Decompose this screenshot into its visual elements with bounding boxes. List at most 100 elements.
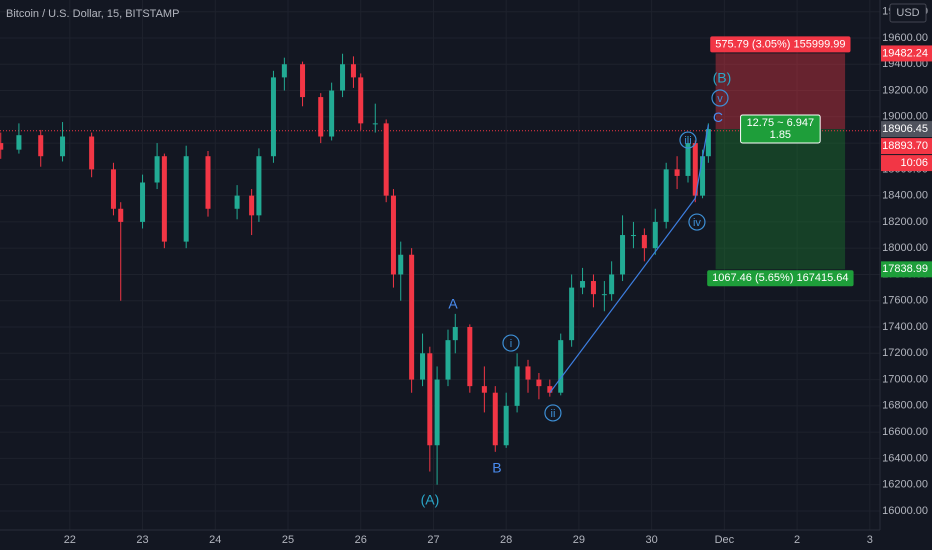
currency-badge[interactable] [889,3,927,23]
candle-body [609,274,615,295]
price-label-bg [881,261,932,278]
candle-body [372,123,378,125]
candle-body [110,169,116,209]
wave-circle [544,404,562,422]
x-tick-label: 24 [209,534,221,546]
position-label: 1.85 [770,129,791,141]
candle-body [620,235,626,275]
candle-body [452,327,458,341]
candle-body [270,77,276,157]
candle-body [674,169,680,176]
candle-body [481,386,487,393]
wave-label: C [713,109,723,125]
candle-body [318,97,324,137]
candle-body [434,379,440,446]
candle-body [705,129,711,157]
wave-circle [711,89,729,107]
x-tick-label: 3 [867,534,873,546]
wave-circle [679,131,697,149]
candle-body [503,405,509,446]
candle-body [652,221,658,249]
wave-label: A [448,296,458,312]
candle-body [525,366,531,380]
candle-body [409,254,415,380]
candle-body [383,123,389,196]
x-tick-label: 22 [64,534,76,546]
candle-body [398,254,404,275]
candle-body [89,136,95,170]
wave-label: B [492,460,501,476]
y-tick-label: 16200.00 [882,479,928,491]
candle-body [685,143,691,176]
candle-body [38,135,44,157]
y-tick-label: 16800.00 [882,400,928,412]
y-tick-label: 16600.00 [882,426,928,438]
x-tick-label: 25 [282,534,294,546]
countdown-bg [881,155,932,172]
candle-body [205,156,211,209]
price-label: 18893.70 [882,140,928,152]
x-tick-label: 27 [427,534,439,546]
candle-body [329,90,335,137]
wave-label: i [510,338,512,350]
y-tick-label: 18400.00 [882,190,928,202]
price-label-bg [881,121,932,138]
x-tick-label: 23 [136,534,148,546]
candle-body [420,353,426,380]
candle-body [0,143,4,150]
candle-body [547,386,553,393]
candle-body [630,235,636,237]
price-label-bg [881,45,932,62]
price-label: 18906.45 [882,123,928,135]
candle-body [700,156,706,196]
countdown: 10:06 [900,157,928,169]
wave-circle [688,213,706,231]
candle-body [350,64,356,78]
candle-body [154,156,160,183]
candle-body [467,327,473,387]
candle-body [16,135,22,150]
candle-body [300,64,306,98]
candle-body [358,77,364,124]
candle-body [692,143,698,196]
position-label-bg [710,36,851,53]
wave-label: ii [551,408,556,420]
target-zone [715,129,846,270]
candle-body [590,281,596,295]
candle-body [390,195,396,275]
candle-body [118,208,124,222]
candle-body [256,156,262,216]
price-label: 19482.24 [882,47,928,59]
y-tick-label: 19600.00 [882,32,928,44]
price-label: 17838.99 [882,263,928,275]
wave-label: iii [684,135,691,147]
wave-label: (B) [713,70,732,86]
candle-body [445,340,451,380]
x-tick-label: Dec [715,534,735,546]
candle-body [514,366,520,406]
y-tick-label: 18000.00 [882,242,928,254]
x-tick-label: 28 [500,534,512,546]
x-tick-label: 30 [646,534,658,546]
wave-label: v [717,93,723,105]
candle-body [281,64,287,78]
candle-body [558,340,564,393]
position-label-bg [740,114,821,144]
candle-body [60,136,66,157]
candle-body [663,169,669,222]
y-tick-label: 17400.00 [882,321,928,333]
y-tick-label: 17000.00 [882,373,928,385]
position-label: 12.75 ~ 6.947 [747,117,815,129]
candle-body [161,156,167,242]
y-tick-label: 16400.00 [882,452,928,464]
y-tick-label: 16000.00 [882,505,928,517]
wave-circle [502,334,520,352]
chart-title: Bitcoin / U.S. Dollar, 15, BITSTAMP [6,8,179,20]
wave-label: iv [693,217,701,229]
wave-label: (A) [421,492,440,508]
candle-body [569,287,575,341]
candle-body [249,195,255,216]
x-tick-label: 26 [355,534,367,546]
y-tick-label: 19000.00 [882,111,928,123]
